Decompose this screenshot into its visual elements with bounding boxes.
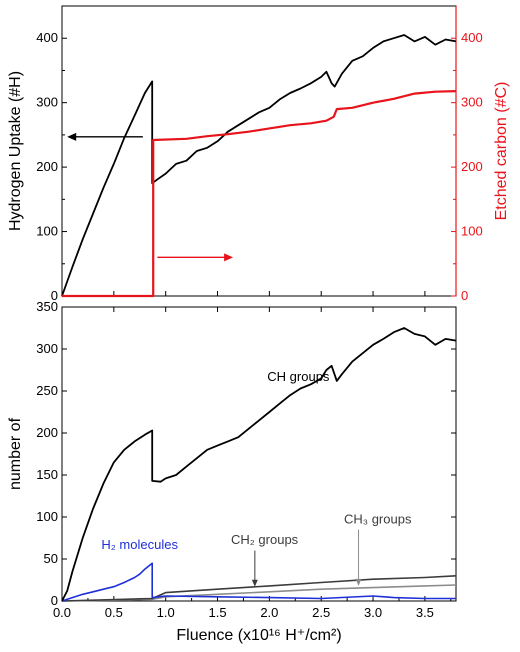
series-pointer-arrowhead <box>251 579 258 587</box>
hydrogen-uptake-line <box>61 34 457 297</box>
bottom-y-tick-label: 100 <box>36 509 58 524</box>
bottom-xlabel: Fluence (x10¹⁶ H⁺/cm²) <box>176 627 341 644</box>
bottom-y-tick-label: 150 <box>36 467 58 482</box>
bottom-y-tick-label: 200 <box>36 425 58 440</box>
top-left-ticks: 0 100 200 300 400 <box>36 30 426 303</box>
top-left-tick-label: 0 <box>51 288 58 303</box>
bottom-y-tick-label: 0 <box>51 593 58 608</box>
bottom-left-ticks: 0 50 100 150 200 250 300 350 <box>36 299 456 608</box>
top-left-tick-label: 100 <box>36 224 58 239</box>
top-right-tick-label: 300 <box>461 95 483 110</box>
top-arrow-head <box>224 253 234 262</box>
bottom-x-tick-label: 2.0 <box>260 605 278 620</box>
top-left-tick-label: 300 <box>36 95 58 110</box>
etched-carbon-line <box>62 90 457 298</box>
top-right-tick-label: 100 <box>461 224 483 239</box>
series-label: CH₂ groups <box>231 532 299 547</box>
bottom-x-tick-label: 0.0 <box>53 605 71 620</box>
series-label: CH groups <box>267 369 330 384</box>
h2-molecules-line <box>61 562 456 602</box>
bottom-x-tick-label: 3.5 <box>416 605 434 620</box>
bottom-x-tick-label: 0.5 <box>105 605 123 620</box>
top-annotations <box>67 132 234 262</box>
bottom-y-tick-label: 50 <box>44 551 58 566</box>
top-right-ticks: 0 100 200 300 400 <box>451 30 483 303</box>
top-plot-frame <box>61 5 457 297</box>
bottom-y-tick-label: 350 <box>36 299 58 314</box>
top-series <box>61 34 457 298</box>
ch-groups-line <box>61 327 457 602</box>
bottom-plot-frame <box>61 306 457 602</box>
bottom-x-ticks: 0.0 0.5 1.0 1.5 2.0 2.5 3.0 3.5 <box>53 307 452 620</box>
series-label: CH₃ groups <box>344 512 412 527</box>
bottom-y-tick-label: 250 <box>36 383 58 398</box>
top-panel: 0 100 200 300 400 0 100 200 300 400 Hydrogen Upt… <box>7 5 510 303</box>
top-right-tick-label: 200 <box>461 159 483 174</box>
ch2-groups-line <box>61 575 457 602</box>
top-left-tick-label: 200 <box>36 159 58 174</box>
series-pointer-arrowhead <box>355 578 362 586</box>
top-ylabel: Hydrogen Uptake (#H) <box>7 71 24 231</box>
top-right-tick-label: 0 <box>461 288 468 303</box>
series-label: H₂ molecules <box>101 537 178 552</box>
bottom-series <box>61 327 457 602</box>
top-ylabel-right: Etched carbon (#C) <box>493 82 510 221</box>
bottom-ylabel: number of <box>7 417 24 490</box>
top-right-tick-label: 400 <box>461 30 483 45</box>
bottom-x-tick-label: 1.0 <box>157 605 175 620</box>
bottom-x-tick-label: 2.5 <box>312 605 330 620</box>
bottom-x-tick-label: 3.0 <box>364 605 382 620</box>
bottom-annotations: CH groups H₂ molecules CH₂ groups CH₃ group… <box>101 369 412 587</box>
bottom-y-tick-label: 300 <box>36 341 58 356</box>
bottom-panel: 0 50 100 150 200 250 300 350 0.0 0.5 1.0 1.5 2.0 2.5… <box>7 299 457 644</box>
top-arrow-head <box>67 132 77 141</box>
top-left-tick-label: 400 <box>36 30 58 45</box>
bottom-x-tick-label: 1.5 <box>208 605 226 620</box>
